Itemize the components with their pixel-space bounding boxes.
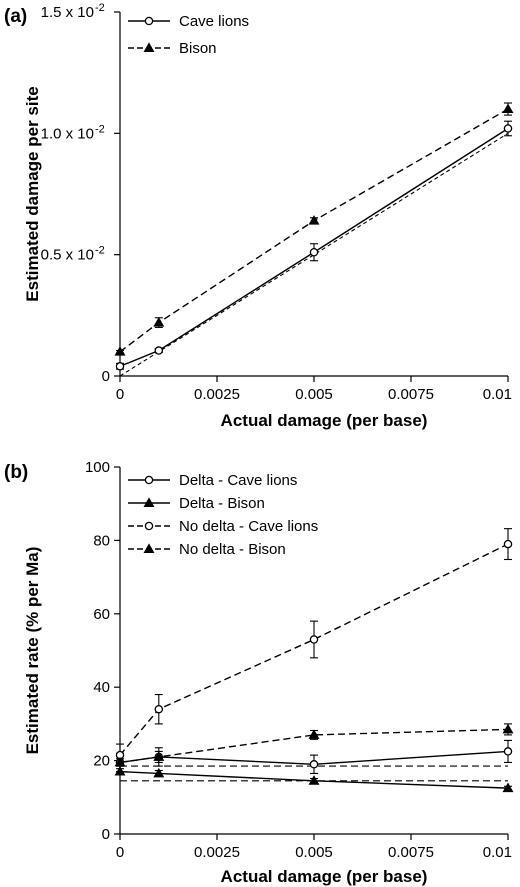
y-axis-title: Estimated rate (% per Ma) [23,547,42,755]
data-point [309,247,319,257]
x-tick-label: 0.0075 [388,844,434,861]
y-tick-exponent: -2 [95,245,105,257]
data-point [114,756,126,767]
y-tick-label: 40 [93,679,110,696]
y-tick-label: 60 [93,606,110,623]
data-point [154,346,164,355]
series-line [119,770,509,789]
panel-label: (b) [4,462,28,483]
series-bison [114,102,514,356]
series-line [119,543,509,756]
y-tick-exponent: -2 [95,2,105,14]
legend-marker [144,521,154,531]
legend-marker [144,475,154,485]
series-delta-bison [114,766,514,793]
x-tick-label: 0.0075 [388,386,434,403]
legend-label: Delta - Cave lions [179,472,297,489]
x-tick-label: 0.0025 [194,844,240,861]
data-point [115,362,125,371]
y-tick-label: 1.5 x 10 [41,4,94,21]
legend-label: Bison [179,40,217,57]
series-line [119,108,509,353]
y-tick-label: 20 [93,753,110,770]
x-tick-label: 0.01 [483,386,512,403]
data-point [308,729,320,739]
data-point [309,635,319,644]
data-point [153,317,165,327]
data-point [503,747,513,756]
data-point [308,775,320,785]
y-tick-label: 0 [102,826,110,843]
data-point [154,704,164,714]
y-tick-label: 0.5 x 10 [41,247,94,264]
x-tick-label: 0 [116,386,124,403]
series-line [119,728,509,764]
data-point [502,782,514,793]
series-delta-cave-lions [115,739,513,774]
legend-marker [143,42,155,52]
data-point [308,215,320,225]
series-no-delta-bison [114,723,514,767]
x-tick-label: 0 [116,844,124,861]
x-tick-label: 0.0025 [194,386,240,403]
legend-marker [143,497,155,507]
data-point [503,124,513,133]
x-tick-label: 0.005 [295,844,333,861]
data-point [309,760,319,769]
y-tick-label: 80 [93,532,110,549]
y-tick-exponent: -2 [95,123,105,135]
data-point [114,766,126,776]
y-tick-label: 1.0 x 10 [41,125,94,142]
legend-label: No delta - Cave lions [179,518,318,535]
legend: Delta - Cave lions Delta - Bison No delta … [128,472,318,558]
x-axis-title: Actual damage (per base) [221,867,428,886]
legend-marker [144,16,154,26]
panel-label: (a) [4,6,27,27]
data-point [502,103,514,114]
x-tick-label: 0.005 [295,386,333,403]
legend: Cave lions Bison [128,13,249,57]
series-line [119,127,509,367]
series-line [119,750,509,765]
series-no-delta-cave-lions [115,528,513,767]
data-point [153,751,165,761]
legend-marker [143,543,155,553]
y-axis-title: Estimated damage per site [23,86,42,301]
data-point [114,346,126,356]
legend-label: No delta - Bison [179,541,286,558]
data-point [503,539,513,549]
data-point [153,767,165,778]
x-axis-title: Actual damage (per base) [221,411,428,430]
data-point [502,723,514,734]
series-cave-lions [115,120,513,371]
reference-line [119,132,509,377]
legend-label: Delta - Bison [179,495,265,512]
legend-label: Cave lions [179,13,249,30]
x-tick-label: 0.01 [483,844,512,861]
y-tick-label: 100 [85,459,110,476]
y-tick-label: 0 [102,368,110,385]
chart-panel-b: (b) 0 0.0025 0.005 0.0075 0.01 0 20 40 60 80 100 Act… [4,459,514,886]
